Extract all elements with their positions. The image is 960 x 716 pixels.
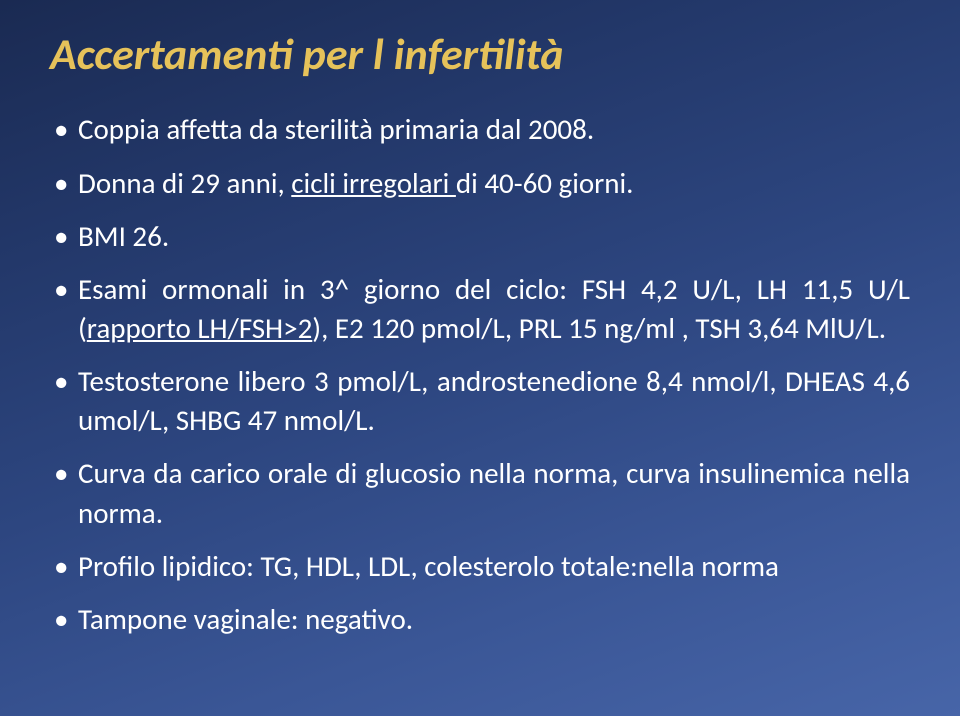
bullet-item: Donna di 29 anni, cicli irregolari di 40… <box>50 164 910 203</box>
bullet-item: Coppia affetta da sterilità primaria dal… <box>50 110 910 149</box>
bullet-item: Tampone vaginale: negativo. <box>50 600 910 639</box>
bullet-text: ), E2 120 pmol/L, PRL 15 ng/ml , TSH 3,6… <box>312 310 886 346</box>
bullet-item: Testosterone libero 3 pmol/L, androstene… <box>50 362 910 440</box>
bullet-text-underline: cicli irregolari <box>291 165 456 201</box>
bullet-text: Donna di 29 anni, <box>78 165 291 201</box>
bullet-text: Tampone vaginale: negativo. <box>78 601 413 637</box>
slide-title: Accertamenti per l infertilità <box>50 30 910 78</box>
bullet-item: Profilo lipidico: TG, HDL, LDL, colester… <box>50 547 910 586</box>
bullet-list: Coppia affetta da sterilità primaria dal… <box>50 110 910 639</box>
bullet-item: BMI 26. <box>50 217 910 256</box>
bullet-text: Coppia affetta da sterilità primaria dal… <box>78 111 594 147</box>
bullet-item: Esami ormonali in 3^ giorno del ciclo: F… <box>50 270 910 348</box>
bullet-text: Curva da carico orale di glucosio nella … <box>78 455 910 530</box>
bullet-item: Curva da carico orale di glucosio nella … <box>50 454 910 532</box>
slide: Accertamenti per l infertilità Coppia af… <box>0 0 960 716</box>
bullet-text-underline: rapporto LH/FSH>2 <box>87 310 312 346</box>
bullet-text: Profilo lipidico: TG, HDL, LDL, colester… <box>78 548 779 584</box>
bullet-text: Testosterone libero 3 pmol/L, androstene… <box>78 363 910 438</box>
bullet-text: BMI 26. <box>78 218 169 254</box>
bullet-text: di 40-60 giorni. <box>456 165 634 201</box>
